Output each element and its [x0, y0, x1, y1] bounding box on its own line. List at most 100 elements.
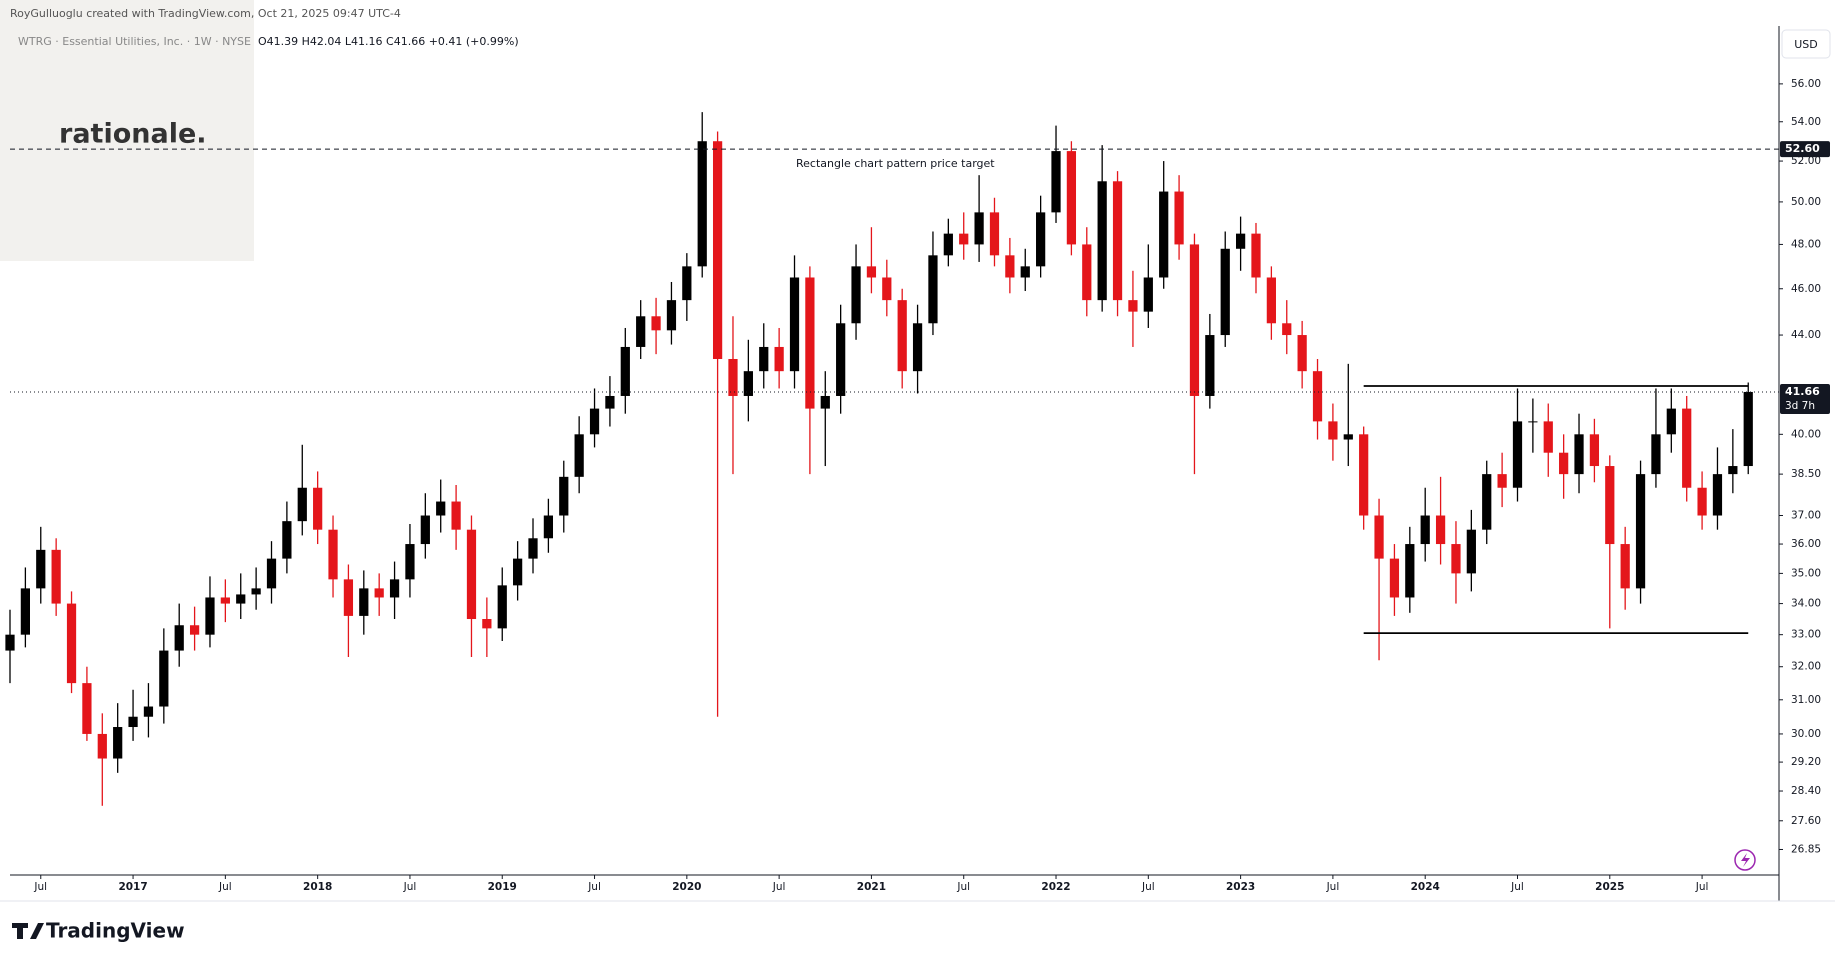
candle-body — [1559, 452, 1569, 475]
candle-body — [297, 487, 307, 522]
x-tick-label: 2023 — [1226, 881, 1255, 893]
candle-body — [1389, 558, 1400, 598]
lightning-icon[interactable] — [1734, 849, 1756, 871]
x-tick-label: Jul — [1695, 881, 1709, 893]
candle-body — [528, 538, 538, 559]
candle-body — [574, 434, 584, 477]
candle-body — [912, 323, 923, 372]
candle-body — [389, 579, 400, 598]
candle-body — [1574, 434, 1584, 475]
level-label: 41.66 — [1785, 385, 1820, 398]
y-tick-label: 50.00 — [1791, 196, 1821, 208]
candle-body — [436, 501, 446, 516]
candle-body — [682, 266, 692, 301]
y-tick-label: 54.00 — [1791, 116, 1821, 128]
candle-body — [1312, 371, 1323, 422]
candle-body — [1666, 408, 1676, 435]
candle-body — [1328, 421, 1338, 440]
level-label-box — [1780, 383, 1830, 414]
candle-body — [1020, 266, 1030, 278]
candle-body — [1512, 421, 1523, 488]
candle-body — [1451, 544, 1461, 574]
y-tick-label: 52.00 — [1791, 155, 1821, 167]
candle-body — [1005, 255, 1015, 278]
x-tick-label: 2024 — [1411, 881, 1440, 893]
candle-body — [359, 588, 369, 616]
candle-body — [866, 266, 877, 278]
ohlc-legend: O41.39 H42.04 L41.16 C41.66 +0.41 (+0.99… — [258, 35, 519, 48]
y-tick-label: 32.00 — [1791, 661, 1821, 673]
candle-body — [1189, 244, 1200, 396]
candle-body — [1097, 181, 1107, 301]
y-tick-label: 38.50 — [1791, 468, 1821, 480]
x-tick-label: Jul — [956, 881, 970, 893]
y-tick-label: 30.00 — [1791, 728, 1821, 740]
candle-body — [882, 277, 892, 301]
candle-body — [943, 233, 953, 256]
x-tick-label: Jul — [587, 881, 601, 893]
candle-body — [482, 619, 492, 629]
candle-body — [513, 558, 523, 586]
candle-body — [1682, 408, 1692, 488]
x-tick-label: 2018 — [303, 881, 332, 893]
candle-body — [420, 515, 430, 545]
candle-body — [728, 358, 738, 396]
y-tick-label: 26.85 — [1791, 843, 1821, 855]
y-tick-label: 29.20 — [1791, 756, 1821, 768]
candle-body — [620, 346, 630, 396]
candle-body — [189, 625, 200, 635]
candle-body — [1128, 300, 1138, 312]
candle-body — [666, 300, 677, 331]
plot-area — [5, 112, 1753, 806]
brand-icon — [12, 923, 44, 939]
candle-body — [1374, 515, 1384, 559]
x-tick-label: Jul — [772, 881, 786, 893]
candle-body — [1543, 421, 1553, 453]
candle-body — [236, 594, 246, 604]
x-tick-label: Jul — [33, 881, 47, 893]
level-label-box — [1780, 141, 1830, 158]
candle-body — [113, 727, 123, 759]
candle-body — [1589, 434, 1600, 467]
candle-body — [559, 476, 569, 516]
candle-body — [1605, 466, 1615, 545]
y-tick-label: 27.60 — [1791, 815, 1821, 827]
level-countdown: 3d 7h — [1785, 400, 1815, 412]
candle-body — [374, 588, 384, 598]
candle-body — [1297, 335, 1307, 372]
candle-body — [1497, 474, 1507, 488]
candle-body — [313, 487, 323, 530]
y-tick-label: 46.00 — [1791, 283, 1821, 295]
candle-body — [51, 549, 61, 604]
candle-body — [497, 585, 507, 629]
candle-body — [1712, 474, 1723, 516]
candle-body — [220, 597, 230, 604]
candle-body — [5, 634, 15, 651]
candle-body — [897, 300, 907, 372]
x-tick-label: 2019 — [488, 881, 517, 893]
candle-body — [774, 346, 784, 372]
candle-body — [589, 408, 600, 435]
candle-body — [1528, 421, 1538, 423]
candle-body — [820, 395, 830, 409]
x-tick-label: Jul — [403, 881, 417, 893]
candle-body — [1036, 212, 1046, 267]
candle-body — [251, 588, 261, 595]
candle-body — [1112, 181, 1123, 301]
candle-body — [451, 501, 461, 530]
candle-body — [851, 266, 861, 324]
y-tick-label: 44.00 — [1791, 329, 1821, 341]
candle-body — [266, 558, 277, 589]
x-tick-label: Jul — [1510, 881, 1524, 893]
candle-body — [712, 141, 723, 359]
candle-body — [205, 597, 215, 635]
candle-body — [97, 733, 107, 759]
y-tick-label: 35.00 — [1791, 567, 1821, 579]
candle-body — [1343, 434, 1353, 440]
symbol-line: WTRG · Essential Utilities, Inc. · 1W · … — [18, 35, 251, 48]
candle-body — [989, 212, 1000, 256]
currency-box[interactable] — [1781, 29, 1831, 59]
candle-body — [1728, 466, 1738, 475]
candle-body — [1651, 434, 1661, 475]
candle-body — [1635, 474, 1646, 589]
